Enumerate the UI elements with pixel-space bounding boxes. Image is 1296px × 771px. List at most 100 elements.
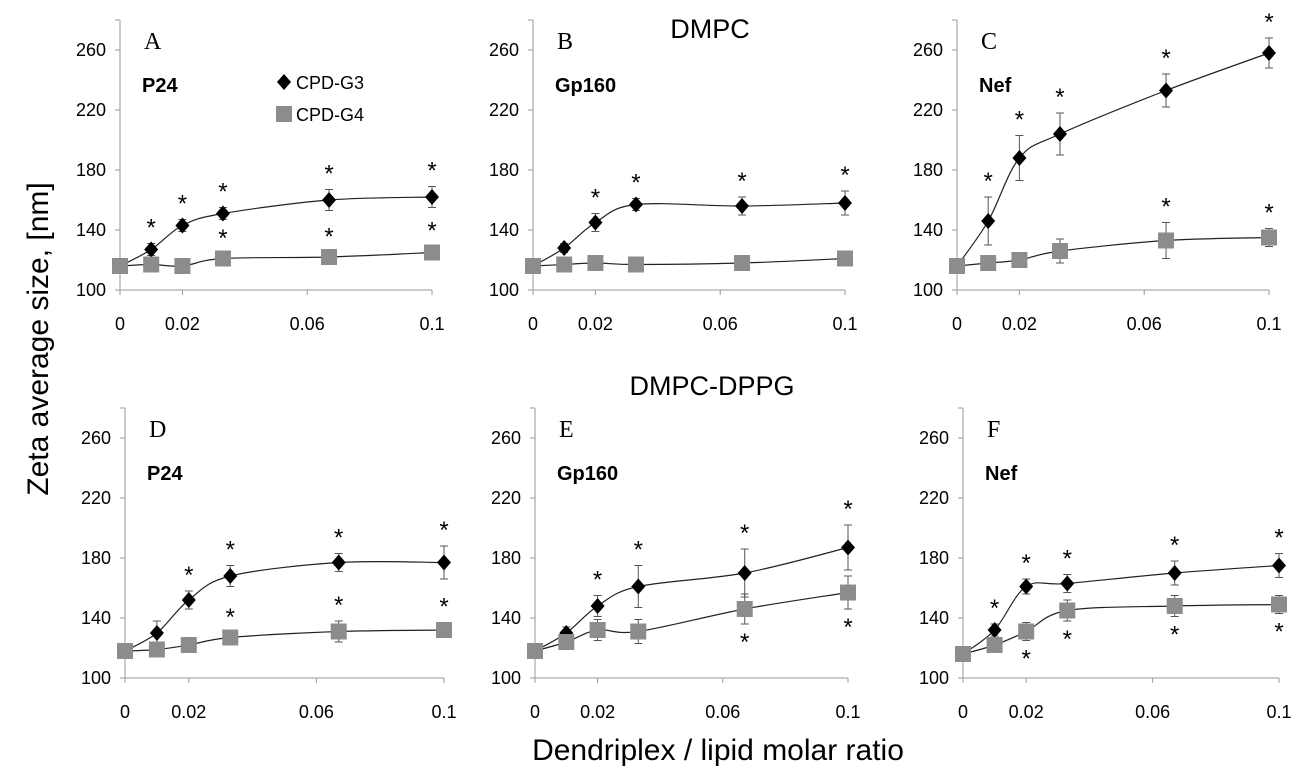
data-point-diamond (144, 241, 159, 258)
y-tick-label: 140 (491, 608, 521, 628)
data-point-square (630, 623, 647, 640)
x-tick-label: 0 (530, 702, 540, 722)
x-tick-label: 0.06 (1135, 702, 1170, 722)
significance-asterisk: * (334, 525, 343, 552)
data-point-square (330, 623, 347, 640)
data-point-square (112, 258, 128, 274)
y-tick-label: 220 (76, 100, 106, 120)
x-tick-label: 0 (120, 702, 130, 722)
y-tick-label: 140 (81, 608, 111, 628)
data-point-diamond (1272, 557, 1286, 574)
significance-asterisk: * (1055, 84, 1064, 111)
trend-line-cpd-g3 (119, 196, 433, 267)
chart-panel-d: 100 140 180 220 260 0 0.02 0.06 0.1 D P24 * * * * * * * (81, 407, 457, 722)
y-tick-label: 180 (491, 548, 521, 568)
data-point-diamond (223, 568, 238, 584)
trend-line-cpd-g4 (534, 591, 849, 652)
data-point-square (1059, 602, 1076, 619)
x-tick-label: 0.02 (165, 314, 200, 334)
data-point-diamond (437, 554, 451, 571)
significance-asterisk: * (1063, 546, 1072, 573)
y-tick-label: 180 (76, 160, 106, 180)
data-point-square (949, 258, 965, 274)
data-point-diamond (149, 625, 164, 641)
data-point-diamond (181, 592, 196, 608)
panel-title: Gp160 (557, 463, 618, 485)
y-tick-label: 220 (489, 100, 519, 120)
significance-asterisk: * (1022, 550, 1031, 577)
data-point-square (424, 244, 440, 261)
panel-letter: B (557, 29, 573, 55)
x-tick-label: 0.1 (419, 314, 444, 334)
trend-line-cpd-g4 (956, 236, 1270, 267)
legend-label: CPD-G4 (296, 105, 364, 125)
data-point-square (525, 258, 541, 274)
data-point-square (837, 250, 853, 267)
y-tick-label: 180 (919, 548, 949, 568)
data-point-square (222, 629, 239, 646)
significance-asterisk: * (737, 168, 746, 195)
x-tick-label: 0.02 (171, 702, 206, 722)
significance-asterisk: * (1161, 194, 1170, 221)
data-point-diamond (628, 196, 643, 213)
data-point-square (117, 643, 133, 659)
data-point-square (436, 622, 452, 638)
legend-label: CPD-G3 (296, 73, 364, 93)
data-point-diamond (331, 554, 346, 571)
data-point-square (736, 601, 753, 617)
data-point-diamond (425, 189, 439, 205)
significance-asterisk: * (843, 496, 852, 523)
panel-letter: F (987, 417, 1000, 443)
data-point-square (148, 641, 165, 658)
y-tick-label: 220 (913, 100, 943, 120)
legend-marker-diamond (277, 74, 291, 90)
x-tick-label: 0.1 (1256, 314, 1281, 334)
y-tick-label: 260 (913, 40, 943, 60)
data-point-square (558, 634, 575, 650)
panel-letter: D (149, 417, 166, 443)
significance-asterisk: * (1170, 532, 1179, 559)
panel-title: Nef (985, 463, 1018, 485)
data-point-diamond (557, 240, 572, 256)
data-point-diamond (1060, 575, 1075, 592)
significance-asterisk: * (591, 185, 600, 212)
y-tick-label: 260 (491, 428, 521, 448)
legend-marker-square (276, 106, 292, 122)
data-point-diamond (1019, 578, 1034, 595)
data-point-diamond (737, 565, 752, 581)
data-point-diamond (1262, 45, 1276, 61)
significance-asterisk: * (1063, 626, 1072, 653)
data-point-square (556, 256, 573, 273)
significance-asterisk: * (1015, 107, 1024, 134)
x-tick-label: 0 (528, 314, 538, 334)
x-tick-label: 0.02 (1002, 314, 1037, 334)
y-axis-title: Zeta average size, [nm] (22, 182, 55, 495)
y-tick-label: 220 (81, 488, 111, 508)
data-point-diamond (322, 192, 337, 208)
panel-letter: C (981, 29, 997, 55)
data-point-diamond (215, 205, 230, 222)
data-point-diamond (735, 198, 750, 214)
data-point-square (1018, 623, 1035, 640)
data-point-square (143, 256, 160, 273)
data-point-square (980, 255, 997, 271)
significance-asterisk: * (1264, 9, 1273, 36)
significance-asterisk: * (147, 215, 156, 242)
data-point-square (1261, 229, 1277, 246)
panel-title: P24 (142, 75, 178, 97)
data-point-diamond (1167, 565, 1182, 581)
y-tick-label: 100 (81, 668, 111, 688)
data-point-square (527, 643, 543, 659)
significance-asterisk: * (334, 592, 343, 619)
y-tick-label: 260 (489, 40, 519, 60)
significance-asterisk: * (218, 225, 227, 252)
data-point-square (986, 637, 1003, 653)
chart-panel-f: 100 140 180 220 260 0 0.02 0.06 0.1 F Nef * * * * * * * * * (919, 407, 1292, 722)
data-point-square (955, 646, 971, 662)
y-tick-label: 140 (76, 220, 106, 240)
significance-asterisk: * (439, 594, 448, 621)
x-tick-label: 0.1 (832, 314, 857, 334)
